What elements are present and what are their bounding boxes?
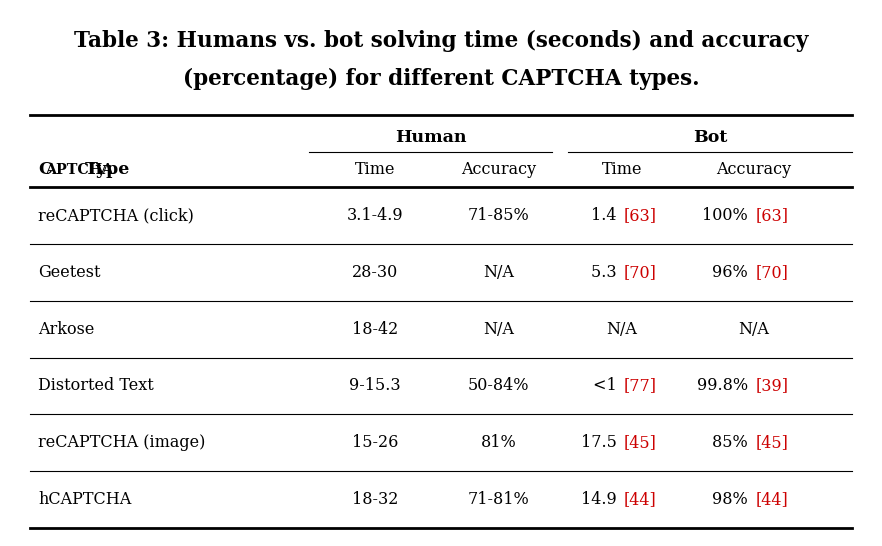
Text: N/A: N/A (607, 321, 638, 337)
Text: [70]: [70] (624, 264, 657, 281)
Text: Distorted Text: Distorted Text (38, 377, 153, 394)
Text: <1: <1 (593, 377, 620, 394)
Text: 71-81%: 71-81% (467, 491, 529, 508)
Text: 14.9: 14.9 (581, 491, 620, 508)
Text: 71-85%: 71-85% (467, 207, 529, 224)
Text: 18-32: 18-32 (352, 491, 399, 508)
Text: C: C (38, 162, 52, 179)
Text: 17.5: 17.5 (580, 434, 620, 451)
Text: APTCHA: APTCHA (45, 163, 113, 177)
Text: N/A: N/A (483, 321, 514, 337)
Text: [44]: [44] (755, 491, 789, 508)
Text: 98%: 98% (713, 491, 751, 508)
Text: [45]: [45] (624, 434, 657, 451)
Text: 9-15.3: 9-15.3 (349, 377, 401, 394)
Text: N/A: N/A (483, 264, 514, 281)
Text: Human: Human (395, 128, 467, 145)
Text: 99.8%: 99.8% (697, 377, 751, 394)
Text: [63]: [63] (755, 207, 789, 224)
Text: 5.3: 5.3 (591, 264, 620, 281)
Text: Accuracy: Accuracy (716, 162, 791, 179)
Text: 15-26: 15-26 (352, 434, 399, 451)
Text: Table 3: Humans vs. bot solving time (seconds) and accuracy: Table 3: Humans vs. bot solving time (se… (74, 30, 808, 52)
Text: 3.1-4.9: 3.1-4.9 (347, 207, 404, 224)
Text: Time: Time (602, 162, 642, 179)
Text: (percentage) for different CAPTCHA types.: (percentage) for different CAPTCHA types… (183, 68, 699, 90)
Text: Geetest: Geetest (38, 264, 101, 281)
Text: 81%: 81% (481, 434, 517, 451)
Text: N/A: N/A (738, 321, 769, 337)
Text: [63]: [63] (624, 207, 657, 224)
Text: Arkose: Arkose (38, 321, 94, 337)
Text: 1.4: 1.4 (591, 207, 620, 224)
Text: 18-42: 18-42 (352, 321, 399, 337)
Text: reCAPTCHA (image): reCAPTCHA (image) (38, 434, 206, 451)
Text: Time: Time (355, 162, 395, 179)
Text: reCAPTCHA (click): reCAPTCHA (click) (38, 207, 194, 224)
Text: 28-30: 28-30 (352, 264, 399, 281)
Text: [70]: [70] (755, 264, 789, 281)
Text: [39]: [39] (755, 377, 789, 394)
Text: [77]: [77] (624, 377, 657, 394)
Text: 50-84%: 50-84% (467, 377, 529, 394)
Text: [44]: [44] (624, 491, 656, 508)
Text: 96%: 96% (713, 264, 751, 281)
Text: Accuracy: Accuracy (461, 162, 536, 179)
Text: hCAPTCHA: hCAPTCHA (38, 491, 131, 508)
Text: 100%: 100% (702, 207, 751, 224)
Text: Bot: Bot (693, 128, 728, 145)
Text: 85%: 85% (713, 434, 751, 451)
Text: [45]: [45] (755, 434, 789, 451)
Text: Type: Type (78, 162, 129, 179)
